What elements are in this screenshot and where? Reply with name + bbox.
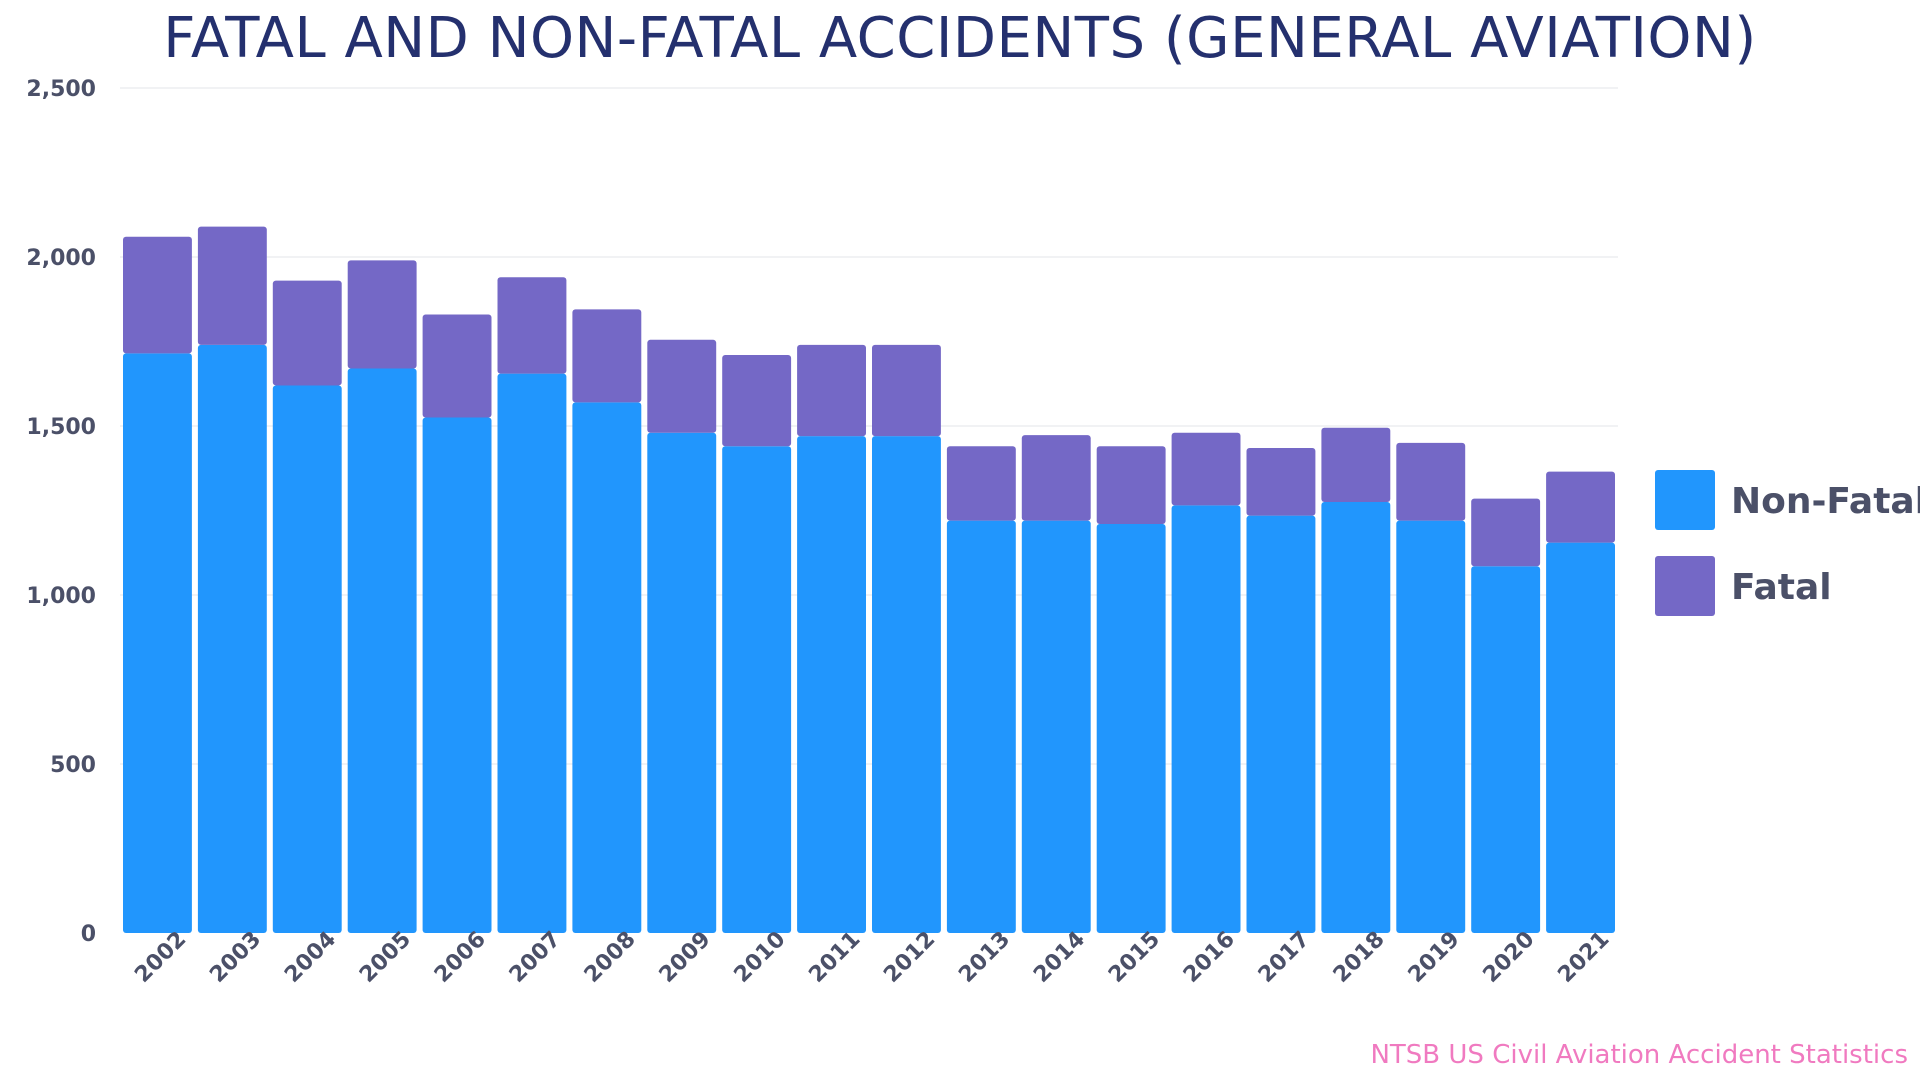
bar-non-fatal-2013 — [946, 520, 1016, 933]
bar-fatal-2014 — [1021, 435, 1091, 521]
bar-non-fatal-2007 — [497, 373, 567, 933]
bar-fatal-2006 — [422, 314, 492, 418]
bar-non-fatal-2011 — [797, 436, 866, 933]
y-tick-label: 1,000 — [26, 584, 96, 609]
x-tick-label: 2008 — [580, 927, 641, 988]
bar-fatal-2010 — [722, 355, 792, 447]
bar-non-fatal-2018 — [1321, 502, 1391, 933]
y-axis-tick-labels: 0 500 1,000 1,500 2,000 2,500 — [26, 77, 96, 947]
bar-fatal-2016 — [1171, 432, 1241, 506]
bar-non-fatal-2002 — [123, 353, 192, 934]
bar-fatal-2019 — [1396, 442, 1466, 521]
bar-fatal-2009 — [647, 339, 717, 433]
legend-label: Non-Fatal — [1731, 481, 1920, 522]
x-tick-label: 2007 — [505, 927, 566, 988]
bar-non-fatal-2008 — [572, 402, 642, 934]
bar-non-fatal-2021 — [1546, 542, 1615, 933]
x-tick-label: 2015 — [1104, 927, 1165, 988]
x-axis-tick-labels: 2002 2003 2004 2005 2006 2007 2008 2009 2010 2011… — [130, 927, 1614, 988]
bar-non-fatal-2017 — [1246, 515, 1316, 933]
x-tick-label: 2002 — [130, 927, 191, 988]
x-tick-label: 2011 — [804, 927, 865, 988]
bar-fatal-2015 — [1096, 446, 1166, 525]
legend-label: Fatal — [1731, 567, 1832, 608]
gridlines — [120, 87, 1618, 765]
bar-non-fatal-2015 — [1096, 524, 1166, 933]
bar-non-fatal-2003 — [197, 344, 267, 933]
bar-fatal-2018 — [1321, 427, 1391, 503]
x-tick-label: 2004 — [280, 927, 341, 988]
x-tick-label: 2016 — [1179, 927, 1240, 988]
bar-fatal-2005 — [347, 260, 417, 369]
y-tick-label: 0 — [81, 922, 96, 947]
bar-non-fatal-2010 — [722, 446, 792, 933]
bar-fatal-2003 — [197, 226, 267, 345]
bar-non-fatal-2020 — [1471, 566, 1541, 933]
x-tick-label: 2009 — [655, 927, 716, 988]
x-tick-label: 2003 — [205, 927, 266, 988]
x-tick-label: 2010 — [730, 927, 791, 988]
y-tick-label: 1,500 — [26, 415, 96, 440]
legend-swatch-non-fatal — [1655, 470, 1715, 530]
bar-fatal-2020 — [1471, 498, 1541, 567]
y-tick-label: 2,500 — [26, 77, 96, 102]
source-note: NTSB US Civil Aviation Accident Statisti… — [1370, 1040, 1908, 1070]
bar-fatal-2017 — [1246, 447, 1316, 516]
y-tick-label: 500 — [50, 753, 96, 778]
x-tick-label: 2020 — [1479, 927, 1540, 988]
bar-non-fatal-2009 — [647, 432, 717, 933]
x-tick-label: 2013 — [954, 927, 1015, 988]
bar-fatal-2011 — [797, 344, 866, 437]
bar-non-fatal-2012 — [872, 436, 941, 933]
bar-non-fatal-2005 — [347, 368, 417, 933]
bar-fatal-2004 — [272, 280, 342, 386]
x-tick-label: 2012 — [879, 927, 940, 988]
bar-non-fatal-2006 — [422, 417, 492, 933]
bar-fatal-2013 — [946, 446, 1016, 521]
bar-fatal-2021 — [1546, 471, 1615, 543]
legend-swatch-fatal — [1655, 556, 1715, 616]
bar-non-fatal-2014 — [1021, 520, 1091, 933]
legend: Non-Fatal Fatal — [1655, 470, 1920, 616]
bar-non-fatal-2004 — [272, 385, 342, 933]
bars — [123, 226, 1615, 934]
x-tick-label: 2014 — [1029, 927, 1090, 988]
x-tick-label: 2019 — [1404, 927, 1465, 988]
bar-non-fatal-2016 — [1171, 505, 1241, 933]
bar-fatal-2007 — [497, 277, 567, 374]
y-tick-label: 2,000 — [26, 246, 96, 271]
x-tick-label: 2006 — [430, 927, 491, 988]
x-tick-label: 2018 — [1329, 927, 1390, 988]
chart-title: FATAL AND NON-FATAL ACCIDENTS (GENERAL A… — [163, 6, 1757, 71]
x-tick-label: 2021 — [1553, 927, 1614, 988]
x-tick-label: 2005 — [355, 927, 416, 988]
bar-fatal-2008 — [572, 309, 642, 403]
bar-fatal-2002 — [123, 236, 192, 354]
bar-fatal-2012 — [872, 344, 941, 437]
bar-non-fatal-2019 — [1396, 520, 1466, 933]
x-tick-label: 2017 — [1254, 927, 1315, 988]
